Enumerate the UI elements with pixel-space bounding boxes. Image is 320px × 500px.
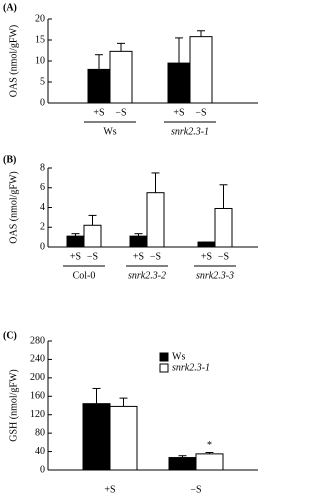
bar (168, 457, 197, 471)
bar-label: −S (115, 107, 126, 118)
y-tick-label: 280 (30, 335, 45, 346)
bar-label: −S (218, 251, 229, 262)
bar (109, 405, 138, 471)
bar (82, 403, 111, 471)
y-tick-label: 0 (40, 97, 45, 108)
legend-swatch (159, 352, 169, 362)
panel-label: (C) (3, 330, 17, 341)
bar-label: −S (87, 251, 98, 262)
y-axis-label: OAS (nmol/gFW) (8, 171, 19, 244)
bar (109, 50, 133, 104)
x-tick-label: +S (104, 484, 115, 495)
bar-label: +S (93, 107, 104, 118)
bar (66, 235, 85, 248)
y-tick-label: 2 (40, 222, 45, 233)
y-tick-label: 20 (35, 13, 45, 24)
y-tick-label: 240 (30, 354, 45, 365)
bar (129, 235, 148, 248)
legend-swatch (159, 363, 169, 373)
y-tick-label: 200 (30, 372, 45, 383)
y-tick-label: 6 (40, 182, 45, 193)
bar (189, 36, 213, 104)
y-tick-label: 120 (30, 409, 45, 420)
y-tick-label: 0 (40, 464, 45, 475)
bar-label: −S (195, 107, 206, 118)
bar (146, 192, 165, 248)
y-tick-label: 15 (35, 34, 45, 45)
bar (197, 241, 216, 248)
y-axis-label: GSH (nmol/gFW) (8, 369, 19, 442)
y-tick-label: 40 (35, 446, 45, 457)
legend-label: snrk2.3-1 (172, 362, 210, 373)
bar (83, 224, 102, 248)
bar (214, 207, 233, 248)
panel-label: (B) (3, 154, 16, 165)
bar (167, 62, 191, 104)
y-tick-label: 5 (40, 76, 45, 87)
y-tick-label: 80 (35, 427, 45, 438)
bar (87, 68, 111, 104)
bar-label: +S (133, 251, 144, 262)
bar-label: +S (173, 107, 184, 118)
x-tick-label: −S (190, 484, 201, 495)
y-tick-label: 4 (40, 202, 45, 213)
legend-label: Ws (172, 351, 185, 362)
annotation: * (207, 440, 212, 451)
y-axis-label: OAS (nmol/gFW) (8, 25, 19, 98)
bar-label: −S (150, 251, 161, 262)
y-tick-label: 10 (35, 55, 45, 66)
y-tick-label: 0 (40, 241, 45, 252)
group-label: snrk2.3-2 (128, 270, 166, 281)
bar (195, 453, 224, 471)
y-tick-label: 160 (30, 391, 45, 402)
group-label: Col-0 (73, 270, 96, 281)
panel-label: (A) (3, 2, 17, 13)
group-label: snrk2.3-1 (171, 126, 209, 137)
bar-label: +S (201, 251, 212, 262)
group-label: snrk2.3-3 (196, 270, 234, 281)
bar-label: +S (70, 251, 81, 262)
group-label: Ws (103, 126, 116, 137)
y-tick-label: 8 (40, 162, 45, 173)
